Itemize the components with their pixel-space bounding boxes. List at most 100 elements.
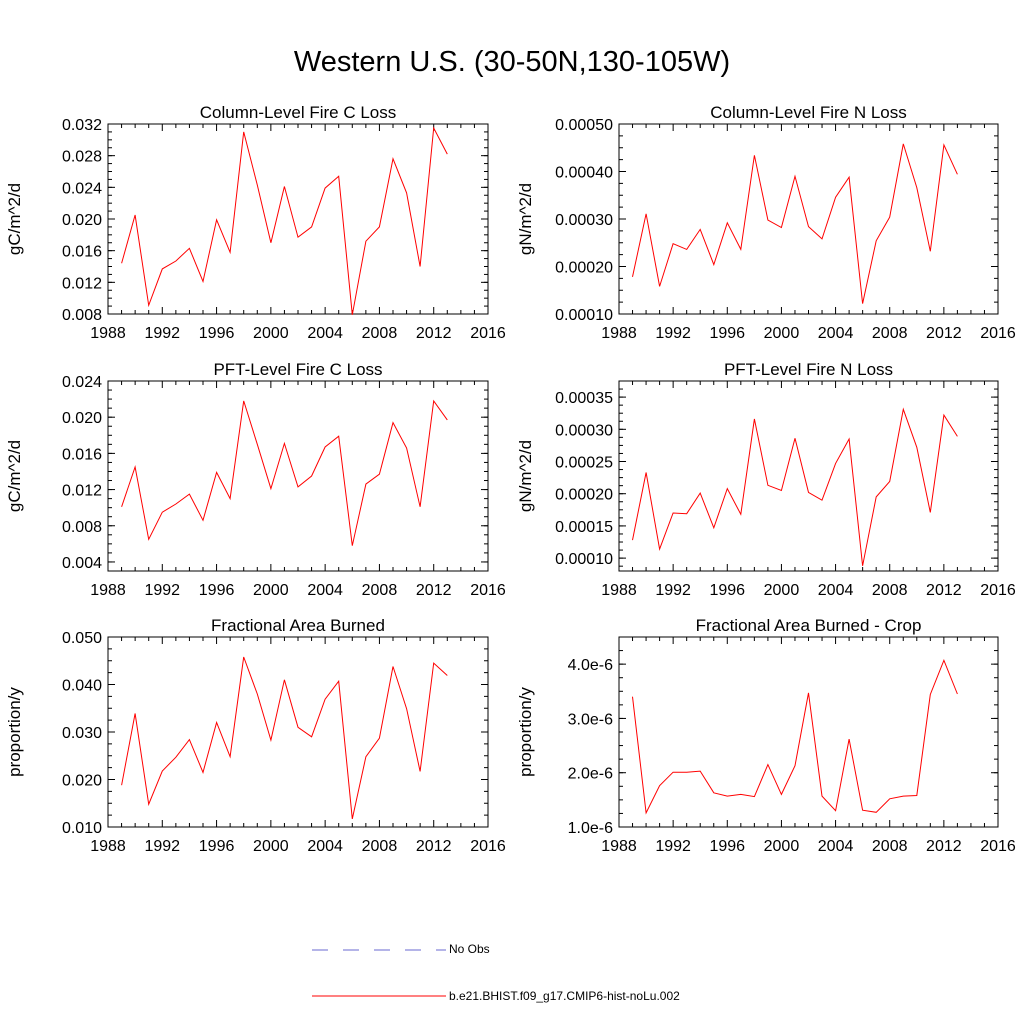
chart-panel-6: Fractional Area Burned - Crop proportion/…: [516, 616, 1016, 855]
x-tick-label: 2004: [818, 325, 854, 342]
plot-frame: [618, 123, 999, 315]
x-tick-label: 2004: [307, 838, 343, 855]
y-tick-label: 0.010: [62, 820, 102, 837]
x-tick-label: 2012: [416, 838, 452, 855]
x-tick-label: 2008: [872, 582, 908, 599]
x-tick-label: 2012: [926, 838, 962, 855]
x-tick-label: 2000: [253, 582, 289, 599]
x-tick-label: 2016: [470, 582, 506, 599]
panel-title: Fractional Area Burned: [211, 616, 385, 635]
x-tick-label: 2000: [764, 325, 800, 342]
x-tick-label: 2008: [872, 325, 908, 342]
series-line: [632, 143, 958, 304]
x-tick-label: 1992: [144, 325, 180, 342]
y-axis-label: gC/m^2/d: [5, 440, 24, 512]
series-line: [632, 658, 958, 815]
y-tick-label: 0.00035: [555, 390, 613, 407]
x-tick-label: 1992: [655, 838, 691, 855]
x-tick-label: 1988: [601, 582, 637, 599]
x-tick-label: 2004: [307, 325, 343, 342]
x-tick-label: 2016: [470, 325, 506, 342]
y-axis-label: gN/m^2/d: [516, 183, 535, 255]
plot-frame: [618, 636, 999, 828]
x-tick-label: 1988: [601, 838, 637, 855]
y-tick-label: 1.0e-6: [568, 820, 613, 837]
panel-title: PFT-Level Fire C Loss: [213, 360, 382, 379]
plot-frame: [618, 380, 999, 572]
y-axis-label: proportion/y: [5, 687, 24, 777]
x-tick-label: 2000: [764, 838, 800, 855]
x-tick-label: 1992: [655, 325, 691, 342]
x-tick-label: 1988: [601, 325, 637, 342]
series-line: [121, 126, 448, 315]
x-tick-label: 2000: [253, 325, 289, 342]
y-tick-label: 0.008: [62, 307, 102, 324]
x-tick-label: 2008: [362, 582, 398, 599]
x-tick-label: 1996: [199, 325, 235, 342]
y-tick-label: 3.0e-6: [568, 711, 613, 728]
x-tick-label: 1992: [144, 838, 180, 855]
panel-title: Column-Level Fire N Loss: [710, 103, 907, 122]
y-tick-label: 0.024: [62, 180, 102, 197]
y-tick-label: 0.030: [62, 725, 102, 742]
series-line: [121, 656, 448, 820]
chart-panel-1: Column-Level Fire C Loss gC/m^2/d 1988 1992…: [5, 103, 506, 342]
x-tick-label: 2016: [980, 582, 1016, 599]
y-tick-label: 0.00020: [555, 260, 613, 277]
x-tick-label: 2008: [362, 838, 398, 855]
x-tick-label: 1996: [199, 838, 235, 855]
y-tick-label: 0.024: [62, 374, 102, 391]
x-tick-label: 1996: [709, 325, 745, 342]
y-tick-label: 0.012: [62, 483, 102, 500]
series-line: [121, 399, 448, 546]
y-tick-label: 0.00030: [555, 422, 613, 439]
x-tick-label: 2000: [764, 582, 800, 599]
chart-panel-2: Column-Level Fire N Loss gN/m^2/d 1988 1992…: [516, 103, 1016, 342]
x-tick-label: 2000: [253, 838, 289, 855]
legend-label-model-run: b.e21.BHIST.f09_g17.CMIP6-hist-noLu.002: [449, 989, 680, 1003]
y-tick-label: 0.00010: [555, 307, 613, 324]
x-tick-label: 1988: [90, 838, 126, 855]
x-tick-label: 1988: [90, 582, 126, 599]
x-tick-label: 2012: [416, 582, 452, 599]
panel-title: Fractional Area Burned - Crop: [696, 616, 922, 635]
x-tick-label: 2008: [872, 838, 908, 855]
y-tick-label: 0.050: [62, 630, 102, 647]
chart-panel-5: Fractional Area Burned proportion/y 1988 19…: [5, 616, 506, 855]
y-axis-label: proportion/y: [516, 687, 535, 777]
x-tick-label: 2012: [926, 325, 962, 342]
panel-title: PFT-Level Fire N Loss: [724, 360, 893, 379]
x-tick-label: 1996: [199, 582, 235, 599]
y-tick-label: 0.016: [62, 244, 102, 261]
y-tick-label: 0.040: [62, 678, 102, 695]
series-line: [632, 407, 958, 566]
x-tick-label: 1992: [655, 582, 691, 599]
x-tick-label: 2016: [980, 838, 1016, 855]
legend-label-no-obs: No Obs: [449, 942, 490, 956]
y-axis-label: gC/m^2/d: [5, 183, 24, 255]
y-tick-label: 0.028: [62, 149, 102, 166]
x-tick-label: 2016: [980, 325, 1016, 342]
y-tick-label: 0.00020: [555, 487, 613, 504]
figure-title: Western U.S. (30-50N,130-105W): [293, 46, 731, 78]
x-tick-label: 2004: [818, 838, 854, 855]
y-tick-label: 0.00025: [555, 455, 613, 472]
x-tick-label: 1996: [709, 582, 745, 599]
x-tick-label: 2012: [926, 582, 962, 599]
x-tick-label: 1992: [144, 582, 180, 599]
x-tick-label: 2008: [362, 325, 398, 342]
x-tick-label: 2016: [470, 838, 506, 855]
plot-frame: [107, 380, 489, 572]
x-tick-label: 1988: [90, 325, 126, 342]
y-tick-label: 0.020: [62, 410, 102, 427]
y-tick-label: 0.016: [62, 446, 102, 463]
y-tick-label: 2.0e-6: [568, 766, 613, 783]
chart-panel-4: PFT-Level Fire N Loss gN/m^2/d 1988 1992 199…: [516, 360, 1016, 599]
y-tick-label: 0.00050: [555, 117, 613, 134]
x-tick-label: 2004: [818, 582, 854, 599]
y-tick-label: 0.032: [62, 117, 102, 134]
y-tick-label: 0.00015: [555, 519, 613, 536]
x-tick-label: 2012: [416, 325, 452, 342]
chart-panel-3: PFT-Level Fire C Loss gC/m^2/d 1988 1992 199…: [5, 360, 506, 599]
